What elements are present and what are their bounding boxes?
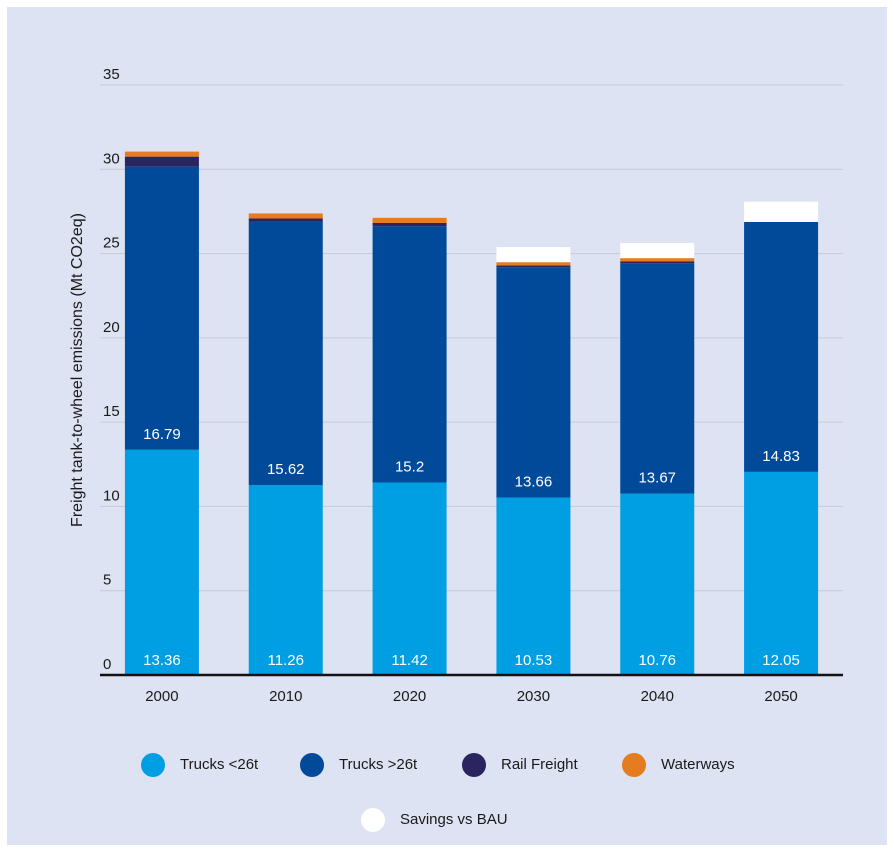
bar-segment — [248, 221, 323, 486]
x-tick-label: 2000 — [145, 688, 178, 705]
bar-segment — [496, 265, 571, 268]
data-label: 14.83 — [762, 448, 800, 465]
bar-segment — [496, 497, 571, 675]
bar-segment — [124, 449, 199, 675]
bar-segment — [620, 258, 695, 262]
legend-marker — [462, 753, 486, 777]
bar-segment — [744, 221, 819, 472]
y-tick-label: 5 — [103, 572, 111, 589]
bar-segment — [744, 471, 819, 675]
x-tick-label: 2040 — [641, 688, 674, 705]
legend-label: Trucks <26t — [180, 756, 259, 773]
x-tick-label: 2030 — [517, 688, 550, 705]
data-label: 16.79 — [143, 426, 181, 443]
legend-marker — [361, 808, 385, 832]
bar-segment — [372, 217, 447, 223]
bar-segment — [620, 263, 695, 494]
x-tick-label: 2050 — [764, 688, 797, 705]
bar-segment — [124, 156, 199, 167]
bar-segment — [496, 246, 571, 263]
y-tick-label: 0 — [103, 656, 111, 673]
y-tick-label: 30 — [103, 150, 120, 167]
legend-label: Savings vs BAU — [400, 811, 508, 828]
bar-segment — [620, 493, 695, 675]
data-label: 13.36 — [143, 652, 181, 669]
data-label: 13.67 — [638, 470, 676, 487]
y-tick-label: 15 — [103, 403, 120, 420]
legend-marker — [141, 753, 165, 777]
bar-segment — [248, 218, 323, 222]
data-label: 15.62 — [267, 461, 305, 478]
y-axis-label: Freight tank-to-wheel emissions (Mt CO2e… — [69, 213, 86, 527]
x-tick-label: 2010 — [269, 688, 302, 705]
bar-segment — [248, 213, 323, 219]
y-tick-label: 20 — [103, 319, 120, 336]
y-tick-label: 35 — [103, 66, 120, 83]
bar-segment — [496, 267, 571, 498]
bar-segment — [372, 482, 447, 675]
legend-label: Trucks >26t — [339, 756, 418, 773]
legend-label: Rail Freight — [501, 756, 579, 773]
data-label: 12.05 — [762, 652, 800, 669]
legend-label: Waterways — [661, 756, 735, 773]
data-label: 10.53 — [515, 652, 553, 669]
bar-segment — [124, 151, 199, 157]
data-label: 15.2 — [395, 458, 424, 475]
legend-marker — [300, 753, 324, 777]
y-tick-label: 25 — [103, 235, 120, 252]
data-label: 10.76 — [638, 652, 676, 669]
bar-segment — [620, 261, 695, 264]
data-label: 11.42 — [391, 652, 427, 669]
bar-segment — [496, 262, 571, 266]
bar-segment — [124, 166, 199, 450]
bar-segment — [248, 485, 323, 675]
bar-segment — [372, 222, 447, 227]
legend-marker — [622, 753, 646, 777]
x-tick-label: 2020 — [393, 688, 426, 705]
bar-segment — [372, 226, 447, 483]
data-label: 13.66 — [515, 473, 553, 490]
y-tick-label: 10 — [103, 487, 120, 504]
bar-segment — [744, 201, 819, 222]
bar-segment — [620, 242, 695, 259]
data-label: 11.26 — [268, 652, 304, 669]
